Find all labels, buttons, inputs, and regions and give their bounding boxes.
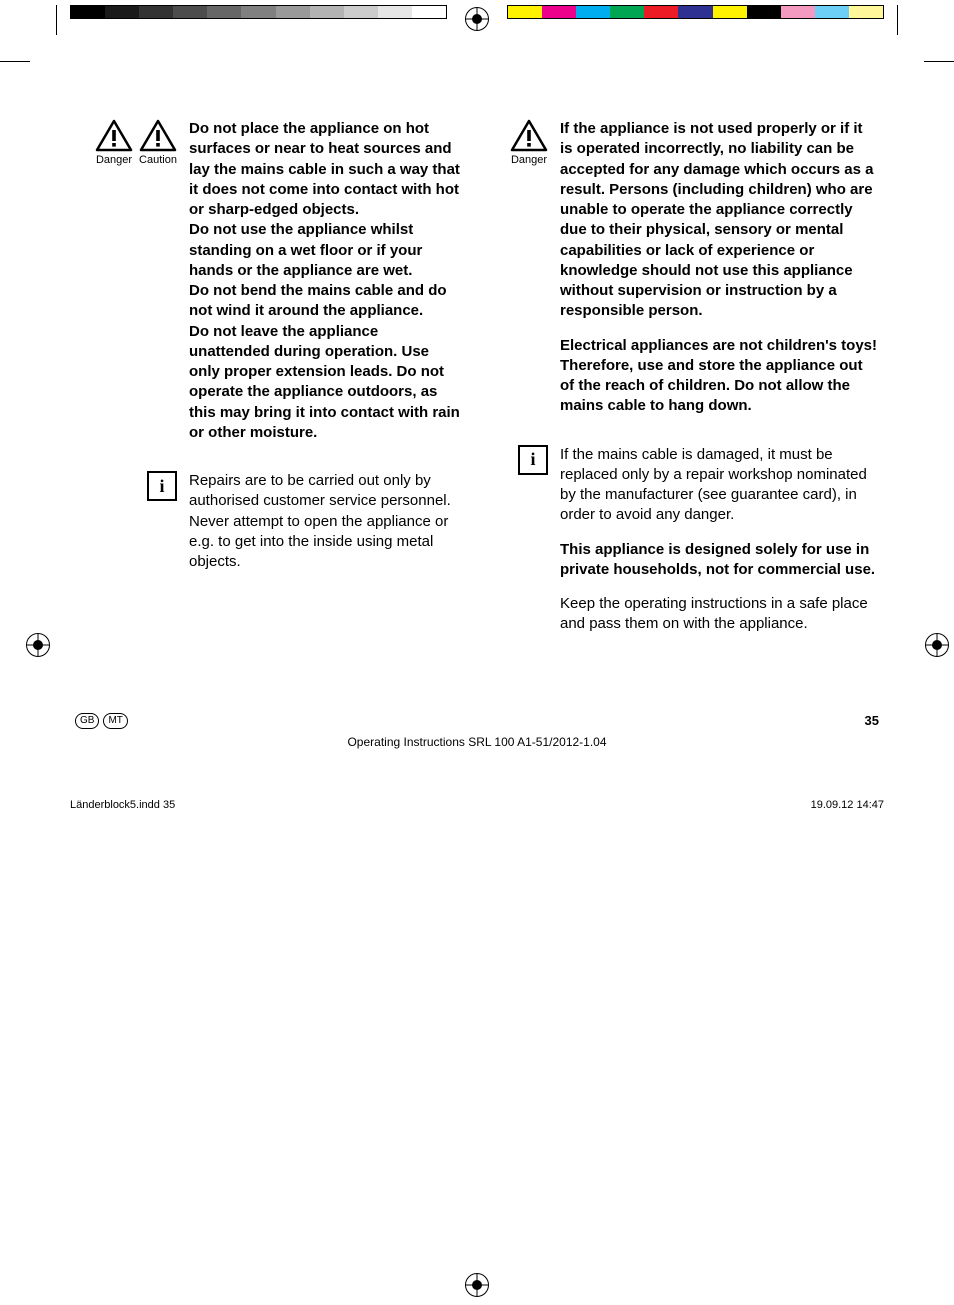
danger-section: Danger If the appliance is not used prop… bbox=[492, 119, 879, 417]
page-number: 35 bbox=[865, 713, 879, 728]
info-text-right: If the mains cable is damaged, it must b… bbox=[560, 445, 879, 635]
danger-text: If the appliance is not used properly or… bbox=[560, 119, 879, 417]
page-footer: GB MT 35 Operating Instructions SRL 100 … bbox=[75, 703, 879, 749]
registration-mark-icon bbox=[26, 633, 50, 657]
warning-text: Do not place the appliance on hot surfac… bbox=[189, 119, 462, 443]
crop-mark bbox=[924, 61, 954, 62]
paragraph: If the appliance is not used properly or… bbox=[560, 119, 879, 322]
paragraph: Keep the operating instructions in a saf… bbox=[560, 594, 879, 635]
icon-label: Danger bbox=[510, 154, 548, 166]
warning-triangle-icon bbox=[95, 119, 133, 152]
info-icon: i bbox=[147, 471, 177, 501]
paragraph: Electrical appliances are not children's… bbox=[560, 336, 879, 417]
info-icon: i bbox=[518, 445, 548, 475]
paragraph: If the mains cable is damaged, it must b… bbox=[560, 445, 879, 526]
info-section: i Repairs are to be carried out only by … bbox=[75, 471, 462, 572]
crop-mark bbox=[0, 61, 30, 62]
icon-label: Caution bbox=[139, 154, 177, 166]
crop-mark bbox=[56, 5, 57, 35]
right-column: Danger If the appliance is not used prop… bbox=[492, 119, 879, 663]
warning-triangle-icon bbox=[139, 119, 177, 152]
paragraph: This appliance is designed solely for us… bbox=[560, 540, 879, 581]
crop-mark bbox=[897, 5, 898, 35]
icon-label: Danger bbox=[95, 154, 133, 166]
info-text: Repairs are to be carried out only by au… bbox=[189, 471, 462, 572]
warning-triangle-icon bbox=[510, 119, 548, 152]
color-bar bbox=[507, 5, 884, 19]
print-info-line: Länderblock5.indd 35 19.09.12 14:47 bbox=[70, 799, 884, 811]
doc-title-line: Operating Instructions SRL 100 A1-51/201… bbox=[75, 735, 879, 749]
grayscale-bar bbox=[70, 5, 447, 19]
date-time: 19.09.12 14:47 bbox=[811, 799, 884, 811]
country-badges: GB MT bbox=[75, 713, 128, 729]
badge: MT bbox=[103, 713, 127, 729]
danger-caution-section: Danger Caution Do not place the applianc… bbox=[75, 119, 462, 443]
file-info: Länderblock5.indd 35 bbox=[70, 799, 175, 811]
badge: GB bbox=[75, 713, 99, 729]
registration-mark-icon bbox=[925, 633, 949, 657]
registration-mark-icon bbox=[465, 1273, 489, 1297]
info-section-right: i If the mains cable is damaged, it must… bbox=[492, 445, 879, 635]
registration-mark-icon bbox=[465, 7, 489, 31]
left-column: Danger Caution Do not place the applianc… bbox=[75, 119, 462, 663]
